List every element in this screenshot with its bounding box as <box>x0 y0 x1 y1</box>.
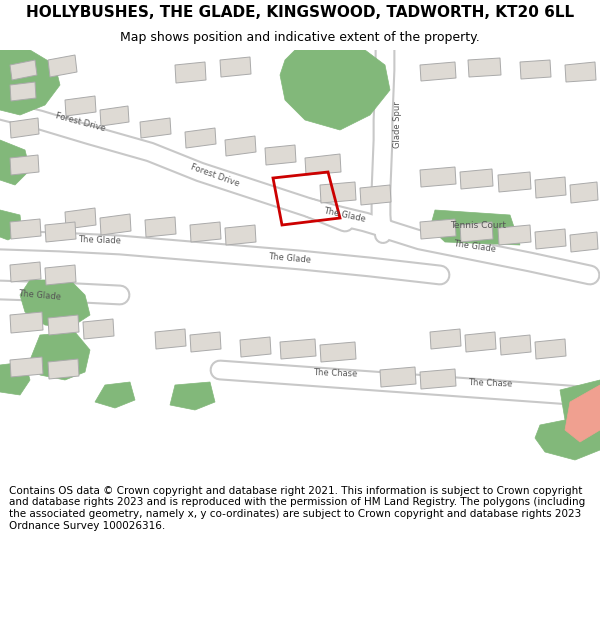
Polygon shape <box>10 357 43 377</box>
Polygon shape <box>48 359 79 379</box>
Polygon shape <box>305 154 341 175</box>
Text: The Glade: The Glade <box>268 252 312 264</box>
Polygon shape <box>10 312 43 333</box>
Polygon shape <box>500 335 531 355</box>
Text: The Chase: The Chase <box>468 378 512 388</box>
Polygon shape <box>10 118 39 138</box>
Polygon shape <box>140 118 171 138</box>
Polygon shape <box>460 222 493 242</box>
Text: The Glade: The Glade <box>18 289 62 301</box>
Polygon shape <box>535 415 600 460</box>
Polygon shape <box>175 62 206 83</box>
Polygon shape <box>95 382 135 408</box>
Polygon shape <box>10 82 36 101</box>
Polygon shape <box>535 339 566 359</box>
Polygon shape <box>570 232 598 252</box>
Polygon shape <box>170 382 215 410</box>
Polygon shape <box>0 362 30 395</box>
Polygon shape <box>10 155 39 175</box>
Polygon shape <box>225 136 256 156</box>
Polygon shape <box>10 219 41 239</box>
Polygon shape <box>430 210 520 245</box>
Polygon shape <box>45 265 76 285</box>
Text: The Glade: The Glade <box>323 206 367 224</box>
Polygon shape <box>535 177 566 198</box>
Polygon shape <box>570 182 598 203</box>
Text: Map shows position and indicative extent of the property.: Map shows position and indicative extent… <box>120 31 480 44</box>
Polygon shape <box>498 172 531 192</box>
Polygon shape <box>265 145 296 165</box>
Polygon shape <box>420 62 456 81</box>
Text: The Chase: The Chase <box>313 368 357 378</box>
Polygon shape <box>468 58 501 77</box>
Text: Glade Spur: Glade Spur <box>394 102 403 148</box>
Polygon shape <box>420 219 456 239</box>
Polygon shape <box>220 57 251 77</box>
Polygon shape <box>565 62 596 82</box>
Polygon shape <box>48 55 77 77</box>
Polygon shape <box>420 369 456 389</box>
Polygon shape <box>0 140 30 185</box>
Polygon shape <box>565 385 600 442</box>
Polygon shape <box>380 367 416 387</box>
Polygon shape <box>465 332 496 352</box>
Polygon shape <box>10 262 41 282</box>
Polygon shape <box>45 222 76 242</box>
Polygon shape <box>100 106 129 126</box>
Text: The Glade: The Glade <box>453 239 497 254</box>
Polygon shape <box>225 225 256 245</box>
Text: Contains OS data © Crown copyright and database right 2021. This information is : Contains OS data © Crown copyright and d… <box>9 486 585 531</box>
Text: Forest Drive: Forest Drive <box>54 111 106 133</box>
Text: The Glade: The Glade <box>79 235 122 245</box>
Polygon shape <box>0 50 60 115</box>
Polygon shape <box>83 319 114 339</box>
Polygon shape <box>535 229 566 249</box>
Polygon shape <box>20 280 90 328</box>
Polygon shape <box>185 128 216 148</box>
Text: Tennis Court: Tennis Court <box>450 221 506 231</box>
Polygon shape <box>30 332 90 380</box>
Polygon shape <box>498 225 531 245</box>
Polygon shape <box>420 167 456 187</box>
Polygon shape <box>320 342 356 362</box>
Text: HOLLYBUSHES, THE GLADE, KINGSWOOD, TADWORTH, KT20 6LL: HOLLYBUSHES, THE GLADE, KINGSWOOD, TADWO… <box>26 5 574 20</box>
Text: Forest Drive: Forest Drive <box>190 162 241 188</box>
Polygon shape <box>100 214 131 235</box>
Polygon shape <box>10 60 37 80</box>
Polygon shape <box>430 329 461 349</box>
Polygon shape <box>240 337 271 357</box>
Polygon shape <box>0 210 22 240</box>
Polygon shape <box>155 329 186 349</box>
Polygon shape <box>520 60 551 79</box>
Polygon shape <box>145 217 176 237</box>
Polygon shape <box>65 208 96 229</box>
Polygon shape <box>190 222 221 242</box>
Polygon shape <box>190 332 221 352</box>
Polygon shape <box>280 50 390 130</box>
Polygon shape <box>360 185 391 205</box>
Polygon shape <box>560 380 600 420</box>
Polygon shape <box>280 339 316 359</box>
Polygon shape <box>65 96 96 116</box>
Polygon shape <box>460 169 493 189</box>
Polygon shape <box>48 315 79 335</box>
Polygon shape <box>320 182 356 203</box>
